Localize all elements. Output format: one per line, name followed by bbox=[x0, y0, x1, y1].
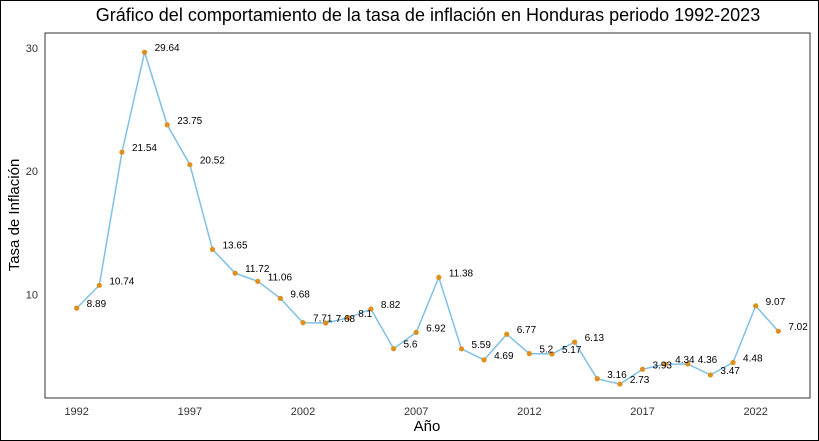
data-point bbox=[504, 331, 510, 337]
data-point bbox=[368, 306, 374, 312]
data-point bbox=[345, 315, 351, 321]
data-label: 5.17 bbox=[562, 345, 582, 356]
data-point bbox=[775, 328, 781, 334]
data-point bbox=[481, 357, 487, 363]
data-point bbox=[436, 274, 442, 281]
data-label: 21.54 bbox=[132, 143, 157, 154]
x-tick-label: 2012 bbox=[517, 406, 541, 418]
data-label: 23.75 bbox=[177, 116, 202, 127]
data-label: 29.64 bbox=[155, 43, 180, 54]
data-point bbox=[300, 320, 306, 326]
data-point bbox=[413, 329, 419, 335]
data-point bbox=[209, 246, 216, 253]
data-label: 4.34 bbox=[675, 355, 695, 366]
data-point bbox=[232, 270, 238, 276]
data-label: 8.82 bbox=[381, 300, 401, 311]
data-label: 3.47 bbox=[720, 366, 740, 377]
y-tick-label: 20 bbox=[26, 166, 38, 178]
data-label: 11.38 bbox=[449, 268, 474, 279]
data-label: 9.68 bbox=[290, 289, 310, 300]
data-label: 11.72 bbox=[245, 264, 270, 275]
x-tick-label: 2022 bbox=[743, 406, 767, 418]
data-point bbox=[707, 372, 714, 378]
data-point bbox=[96, 282, 102, 288]
data-label: 4.69 bbox=[494, 351, 514, 362]
data-point bbox=[277, 295, 283, 301]
x-axis: 1992 1997 2002 2007 2012 2017 2022 bbox=[64, 406, 767, 418]
data-point bbox=[74, 305, 80, 311]
series-line bbox=[76, 49, 779, 385]
x-tick-label: 2007 bbox=[404, 406, 428, 418]
data-point bbox=[119, 149, 125, 155]
data-label: 7.68 bbox=[336, 314, 356, 325]
data-point bbox=[390, 346, 397, 352]
y-axis: 10 20 30 bbox=[26, 43, 38, 302]
data-label: 7.02 bbox=[788, 322, 808, 333]
data-point bbox=[549, 351, 555, 357]
data-point bbox=[572, 339, 578, 345]
data-label: 6.92 bbox=[426, 323, 446, 334]
data-label: 5.6 bbox=[404, 340, 418, 351]
data-point bbox=[323, 320, 329, 326]
data-label: 11.06 bbox=[268, 272, 293, 283]
data-label: 4.48 bbox=[743, 353, 763, 364]
y-tick-label: 10 bbox=[26, 289, 38, 301]
x-tick-label: 2017 bbox=[630, 406, 654, 418]
data-point bbox=[141, 49, 148, 55]
data-label: 5.2 bbox=[539, 345, 553, 356]
data-point bbox=[594, 376, 600, 382]
data-label: 8.1 bbox=[358, 309, 372, 320]
data-labels: 8.8910.7421.5429.6423.7520.5213.6511.721… bbox=[87, 43, 809, 386]
data-point bbox=[526, 351, 532, 357]
chart-title: Gráfico del comportamiento de la tasa de… bbox=[96, 5, 760, 25]
data-label: 4.36 bbox=[698, 355, 718, 366]
data-point bbox=[639, 366, 646, 372]
data-label: 10.74 bbox=[109, 276, 134, 287]
data-label: 7.71 bbox=[313, 314, 333, 325]
x-tick-label: 1992 bbox=[64, 406, 88, 418]
data-label: 13.65 bbox=[222, 240, 247, 251]
data-label: 5.59 bbox=[471, 340, 491, 351]
y-axis-label: Tasa de Inflación bbox=[6, 159, 23, 272]
data-point bbox=[458, 346, 465, 352]
plot-area bbox=[44, 32, 811, 399]
data-label: 3.16 bbox=[607, 370, 627, 381]
data-label: 8.89 bbox=[87, 299, 107, 310]
data-point bbox=[730, 359, 736, 366]
data-point bbox=[255, 278, 261, 284]
data-label: 3.93 bbox=[653, 360, 673, 371]
data-label: 20.52 bbox=[200, 156, 225, 167]
data-point bbox=[662, 361, 668, 367]
y-tick-label: 30 bbox=[26, 43, 38, 55]
data-label: 6.77 bbox=[517, 325, 537, 336]
x-tick-label: 2002 bbox=[291, 406, 315, 418]
x-axis-label: Año bbox=[414, 418, 441, 435]
data-label: 2.73 bbox=[630, 375, 650, 386]
data-label: 9.07 bbox=[766, 297, 786, 308]
data-point bbox=[617, 381, 623, 387]
x-tick-label: 1997 bbox=[178, 406, 202, 418]
data-label: 6.13 bbox=[585, 333, 605, 344]
data-points bbox=[74, 49, 781, 387]
data-point bbox=[753, 303, 759, 309]
data-point bbox=[164, 122, 170, 128]
data-point bbox=[685, 361, 691, 367]
data-point bbox=[187, 162, 193, 168]
